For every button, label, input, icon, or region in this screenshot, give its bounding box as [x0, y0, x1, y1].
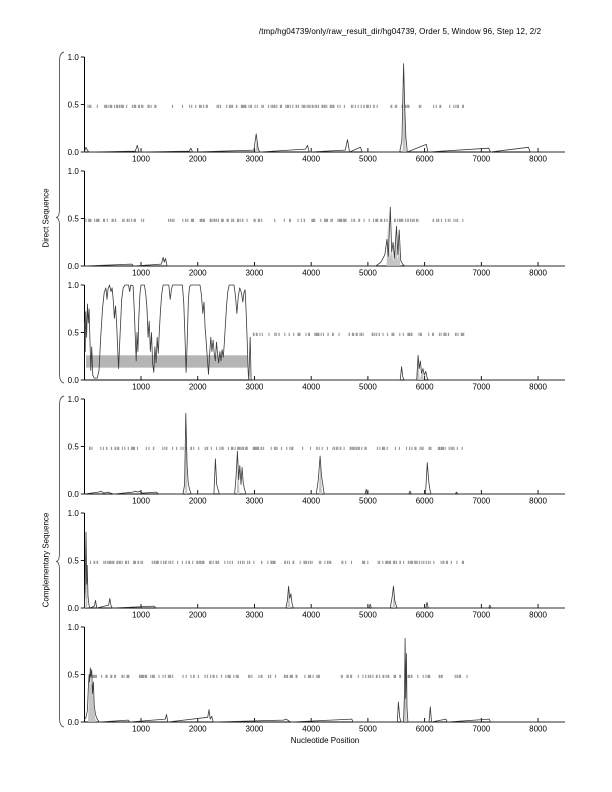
x-tick-label: 7000	[472, 611, 490, 620]
codon-marks-direct-3	[252, 332, 465, 336]
x-tick-label: 2000	[189, 497, 207, 506]
x-tick-label: 6000	[416, 497, 434, 506]
x-tick-label: 1000	[132, 611, 150, 620]
secondary-frame-curve-direct-3	[417, 359, 424, 380]
x-tick-label: 1000	[132, 497, 150, 506]
x-tick-label: 5000	[359, 611, 377, 620]
x-tick-label: 6000	[416, 611, 434, 620]
y-tick-label: 1.0	[68, 395, 80, 404]
x-tick-label: 8000	[529, 497, 547, 506]
y-tick-label: 1.0	[68, 53, 80, 62]
x-tick-label: 7000	[472, 383, 490, 392]
codon-marks-direct-1	[87, 104, 464, 108]
x-tick-label: 5000	[359, 725, 377, 734]
x-tick-label: 6000	[416, 725, 434, 734]
x-tick-label: 8000	[529, 611, 547, 620]
secondary-frame-curve-complementary-2	[85, 539, 396, 608]
x-tick-label: 8000	[529, 155, 547, 164]
x-tick-label: 2000	[189, 155, 207, 164]
x-tick-label: 8000	[529, 725, 547, 734]
x-tick-label: 5000	[359, 497, 377, 506]
x-tick-label: 6000	[416, 155, 434, 164]
probability-curve-direct-2	[84, 206, 565, 267]
y-tick-label: 0.0	[68, 148, 80, 157]
y-tick-label: 0.5	[68, 214, 80, 223]
x-tick-label: 6000	[416, 269, 434, 278]
y-tick-label: 0.0	[68, 604, 80, 613]
x-tick-label: 3000	[246, 725, 264, 734]
codon-marks-complementary-3	[90, 674, 468, 678]
y-tick-label: 1.0	[68, 509, 80, 518]
y-tick-label: 0.0	[68, 262, 80, 271]
y-tick-label: 0.5	[68, 100, 80, 109]
y-tick-label: 0.5	[68, 670, 80, 679]
y-tick-label: 0.0	[68, 718, 80, 727]
plot-title: /tmp/hg04739/only/raw_result_dir/hg04739…	[258, 27, 542, 36]
x-tick-label: 4000	[302, 497, 320, 506]
y-tick-label: 0.0	[68, 490, 80, 499]
probability-curve-direct-3	[83, 284, 565, 381]
y-tick-label: 1.0	[68, 281, 80, 290]
secondary-frame-curve-direct-2	[386, 218, 401, 266]
x-tick-label: 3000	[246, 497, 264, 506]
x-tick-label: 4000	[302, 611, 320, 620]
codon-marks-complementary-1	[88, 446, 463, 450]
x-tick-label: 2000	[189, 725, 207, 734]
x-tick-label: 4000	[302, 725, 320, 734]
x-tick-label: 3000	[246, 383, 264, 392]
y-tick-label: 0.0	[68, 376, 80, 385]
x-tick-label: 2000	[189, 383, 207, 392]
y-tick-label: 0.5	[68, 556, 80, 565]
x-tick-label: 1000	[132, 269, 150, 278]
secondary-frame-curve-complementary-3	[88, 646, 407, 722]
y-tick-label: 0.5	[68, 328, 80, 337]
probability-curve-complementary-1	[84, 412, 565, 495]
x-tick-label: 8000	[529, 383, 547, 392]
x-tick-label: 3000	[246, 155, 264, 164]
codon-marks-complementary-2	[89, 560, 465, 564]
codon-marks-direct-2	[85, 218, 464, 222]
y-tick-label: 1.0	[68, 623, 80, 632]
direct-group-brace	[55, 51, 65, 384]
x-tick-label: 5000	[359, 155, 377, 164]
x-tick-label: 7000	[472, 269, 490, 278]
x-tick-label: 3000	[246, 611, 264, 620]
x-tick-label: 1000	[132, 725, 150, 734]
x-tick-label: 4000	[302, 155, 320, 164]
probability-curve-direct-1	[83, 63, 565, 153]
y-tick-label: 1.0	[68, 167, 80, 176]
x-tick-label: 1000	[132, 155, 150, 164]
x-tick-label: 4000	[302, 269, 320, 278]
x-tick-label: 6000	[416, 383, 434, 392]
x-tick-label: 3000	[246, 269, 264, 278]
x-tick-label: 4000	[302, 383, 320, 392]
x-tick-label: 7000	[472, 497, 490, 506]
x-tick-label: 7000	[472, 155, 490, 164]
probability-curve-complementary-3	[83, 638, 565, 723]
secondary-frame-curve-complementary-1	[185, 419, 322, 494]
x-axis-label: Nucleotide Position	[290, 736, 360, 745]
secondary-frame-curve-direct-1	[255, 74, 406, 152]
x-tick-label: 2000	[189, 611, 207, 620]
x-tick-label: 8000	[529, 269, 547, 278]
complementary-group-brace	[55, 395, 65, 728]
x-tick-label: 5000	[359, 383, 377, 392]
x-tick-label: 7000	[472, 725, 490, 734]
x-tick-label: 2000	[189, 269, 207, 278]
x-tick-label: 1000	[132, 383, 150, 392]
y-tick-label: 0.5	[68, 442, 80, 451]
probability-curve-complementary-2	[83, 531, 565, 609]
x-tick-label: 5000	[359, 269, 377, 278]
